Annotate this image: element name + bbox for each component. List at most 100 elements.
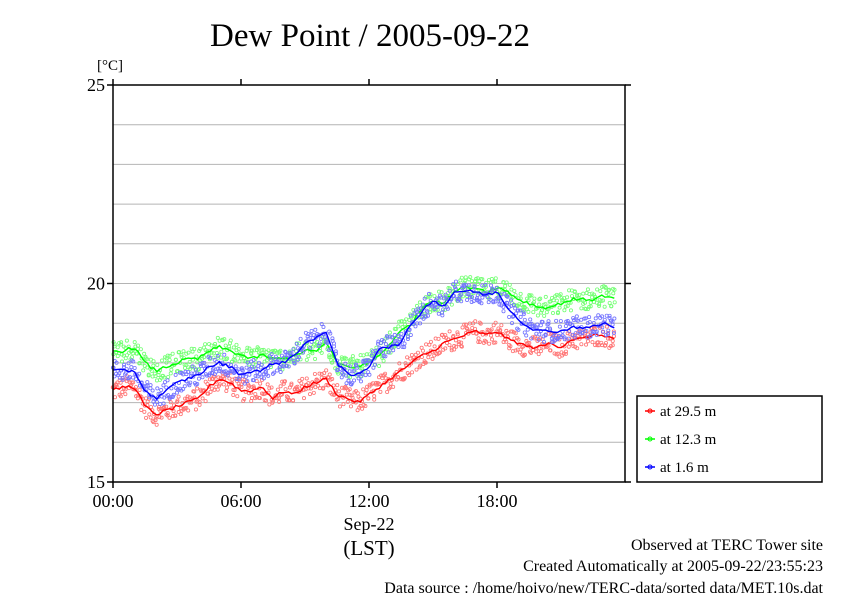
series-point [409, 353, 414, 358]
series-point [459, 340, 464, 345]
series-point [237, 359, 242, 364]
series-point [558, 292, 563, 297]
series-point [173, 413, 178, 418]
series-point [214, 369, 219, 374]
series-point [239, 366, 244, 371]
series-point [459, 299, 464, 304]
series-point [187, 359, 192, 364]
observed-note: Observed at TERC Tower site [631, 537, 823, 554]
y-tick-label: 20 [87, 274, 105, 294]
series-point [269, 385, 274, 390]
series-point [117, 375, 122, 380]
series-point [369, 348, 374, 353]
series-point [455, 332, 460, 337]
series-point [277, 399, 282, 404]
series-point [120, 377, 125, 382]
series-point [123, 370, 128, 375]
series-point [416, 306, 421, 311]
series-point [602, 317, 607, 322]
series-point [518, 308, 523, 313]
series-point [600, 325, 605, 330]
series-point [124, 338, 129, 343]
series-point [247, 372, 252, 377]
series-point [131, 380, 136, 385]
series-point [164, 360, 169, 365]
axis-ticks: 15 20 25 00:00 06:00 12:00 18:00 [87, 75, 631, 511]
series-point [493, 276, 498, 281]
series-point [528, 321, 533, 326]
series-point [143, 384, 148, 389]
series-point [458, 292, 463, 297]
series-point [137, 387, 142, 392]
series-point [338, 367, 343, 372]
series-point [151, 363, 156, 368]
series-point [145, 365, 150, 370]
series-point [321, 325, 326, 330]
series-point [327, 355, 332, 360]
series-point [435, 296, 440, 301]
series-point [336, 389, 341, 394]
series-point [304, 357, 309, 362]
series-point [462, 282, 467, 287]
series-point [251, 378, 256, 383]
series-point [265, 382, 270, 387]
series-point [565, 319, 570, 324]
series-point [397, 361, 402, 366]
series-point [423, 360, 428, 365]
series-point [610, 343, 615, 348]
series-point [513, 348, 518, 353]
series-point [281, 355, 286, 360]
series-point [176, 350, 181, 355]
series-point [164, 404, 169, 409]
series-point [507, 315, 512, 320]
series-point [489, 337, 494, 342]
series-point [577, 292, 582, 297]
series-point [390, 335, 395, 340]
series-point [604, 341, 609, 346]
series-point [527, 341, 532, 346]
series-point [219, 369, 224, 374]
series-point [169, 386, 174, 391]
series-point [181, 349, 186, 354]
series-point [600, 329, 605, 334]
series-point [215, 335, 220, 340]
series-point [573, 331, 578, 336]
series-point [160, 358, 165, 363]
series-point [441, 307, 446, 312]
series-point [575, 292, 580, 297]
series-point [563, 351, 568, 356]
series-point [425, 313, 430, 318]
series-point [186, 408, 191, 413]
series-point [183, 369, 188, 374]
series-point [249, 350, 254, 355]
series-point [386, 350, 391, 355]
x-tick-label: 00:00 [92, 491, 133, 511]
series-point [186, 350, 191, 355]
series-point [275, 368, 280, 373]
x-date-label: Sep-22 [344, 514, 395, 534]
series-point [366, 396, 371, 401]
series-point [123, 392, 128, 397]
series-point [430, 304, 435, 309]
series-point [212, 357, 217, 362]
series-point [536, 352, 541, 357]
series-point [251, 384, 256, 389]
series-point [175, 400, 180, 405]
series-point [259, 375, 264, 380]
series-point [485, 295, 490, 300]
series-point [173, 357, 178, 362]
series-point [297, 378, 302, 383]
series-point [606, 292, 611, 297]
series-point [585, 339, 590, 344]
series-point [194, 367, 199, 372]
series-point [358, 379, 363, 384]
series-point [422, 296, 427, 301]
x-axis-label: (LST) [343, 536, 394, 560]
series-point [584, 328, 589, 333]
series-point [272, 370, 277, 375]
series-point [607, 300, 612, 305]
series-point [543, 294, 548, 299]
series-point [182, 362, 187, 367]
series-2 [110, 279, 617, 407]
series-point [443, 292, 448, 297]
